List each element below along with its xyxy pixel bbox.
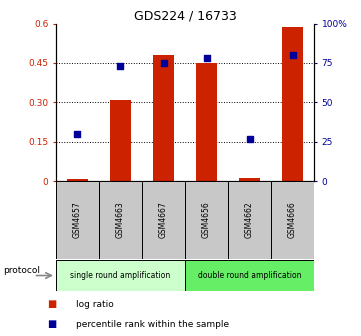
Point: [247, 136, 252, 141]
Point: [161, 60, 166, 66]
Bar: [185, 260, 314, 291]
Point: [204, 55, 209, 61]
Bar: [56, 260, 185, 291]
Text: log ratio: log ratio: [76, 300, 114, 308]
Bar: [56, 181, 99, 259]
Text: percentile rank within the sample: percentile rank within the sample: [76, 320, 229, 329]
Text: protocol: protocol: [4, 266, 40, 275]
Text: double round amplification: double round amplification: [198, 271, 301, 280]
Text: ■: ■: [47, 299, 56, 309]
Point: [75, 131, 81, 137]
Text: single round amplification: single round amplification: [70, 271, 171, 280]
Bar: [282, 28, 303, 181]
Point: [118, 64, 123, 69]
Text: GSM4662: GSM4662: [245, 202, 254, 239]
Bar: [142, 181, 185, 259]
Text: GSM4656: GSM4656: [202, 202, 211, 239]
Bar: [185, 181, 228, 259]
Bar: [271, 181, 314, 259]
Text: GSM4657: GSM4657: [73, 202, 82, 239]
Point: [290, 52, 295, 58]
Bar: [228, 181, 271, 259]
Bar: [99, 181, 142, 259]
Bar: [110, 100, 131, 181]
Text: GSM4666: GSM4666: [288, 202, 297, 239]
Text: ■: ■: [47, 319, 56, 329]
Text: GSM4663: GSM4663: [116, 202, 125, 239]
Title: GDS224 / 16733: GDS224 / 16733: [134, 9, 236, 23]
Bar: [153, 55, 174, 181]
Bar: [239, 178, 260, 181]
Bar: [67, 179, 88, 181]
Text: GSM4667: GSM4667: [159, 202, 168, 239]
Bar: [196, 63, 217, 181]
